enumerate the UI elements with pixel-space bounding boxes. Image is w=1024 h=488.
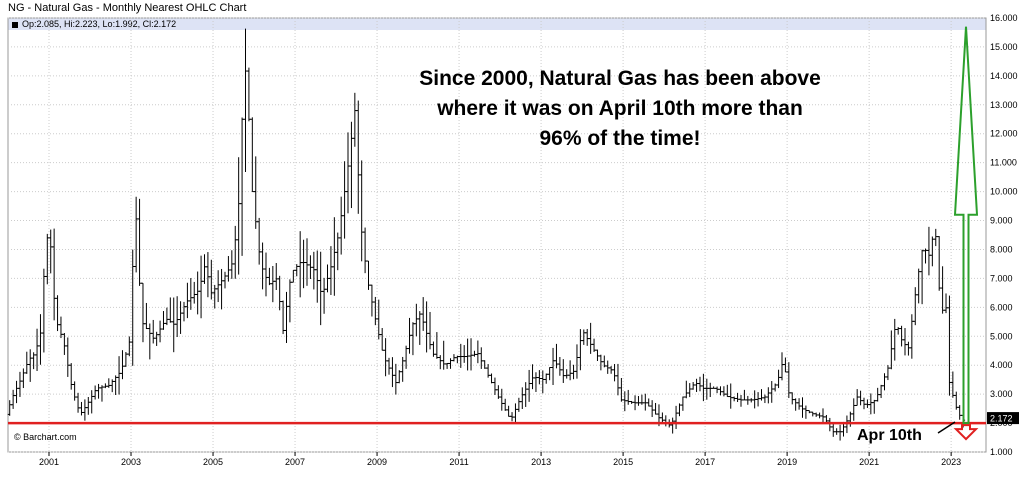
x-tick-label: 2017 bbox=[695, 457, 715, 467]
x-tick-label: 2003 bbox=[121, 457, 141, 467]
grid-lines bbox=[7, 17, 987, 453]
x-axis: 2001 2003 2005 2007 2009 2011 2013 2015 2017 2019… bbox=[39, 452, 961, 467]
y-tick-label: 14.000 bbox=[990, 71, 1018, 81]
x-tick-label: 2013 bbox=[531, 457, 551, 467]
y-tick-label: 7.000 bbox=[990, 273, 1013, 283]
x-tick-label: 2009 bbox=[367, 457, 387, 467]
y-tick-label: 13.000 bbox=[990, 100, 1018, 110]
barchart-credit: © Barchart.com bbox=[14, 432, 77, 442]
annotation-text: Since 2000, Natural Gas has been above w… bbox=[370, 64, 870, 154]
callout-pointer bbox=[937, 421, 956, 434]
ohlc-readout: Op:2.085, Hi:2.223, Lo:1.992, Cl:2.172 bbox=[12, 19, 176, 29]
y-axis: 1.0002.0003.0004.0005.0006.0007.0008.000… bbox=[990, 13, 1018, 457]
ohlc-readout-bar bbox=[8, 18, 986, 30]
annotation-line-3: 96% of the time! bbox=[539, 127, 701, 150]
arrow-group bbox=[937, 26, 979, 441]
y-tick-label: 12.000 bbox=[990, 129, 1018, 139]
last-price-box bbox=[987, 412, 1019, 425]
x-tick-label: 2011 bbox=[449, 457, 468, 467]
apr-10th-callout: Apr 10th bbox=[857, 427, 922, 444]
x-tick-label: 2023 bbox=[941, 457, 961, 467]
y-tick-label: 10.000 bbox=[990, 187, 1018, 197]
chart-title: NG - Natural Gas - Monthly Nearest OHLC … bbox=[8, 2, 247, 14]
down-arrow-icon bbox=[953, 424, 979, 441]
series-square-icon bbox=[12, 21, 18, 28]
last-price-group: 2.172 bbox=[987, 412, 1019, 425]
y-tick-label: 9.000 bbox=[990, 216, 1013, 226]
y-tick-label: 16.000 bbox=[990, 13, 1018, 23]
x-tick-label: 2001 bbox=[39, 457, 59, 467]
x-tick-label: 2015 bbox=[613, 457, 633, 467]
annotation-line-1: Since 2000, Natural Gas has been above bbox=[419, 67, 821, 90]
up-arrow-icon bbox=[953, 26, 979, 425]
ohlc-values: Op:2.085, Hi:2.223, Lo:1.992, Cl:2.172 bbox=[22, 19, 177, 29]
y-tick-label: 6.000 bbox=[990, 302, 1013, 312]
y-tick-label: 15.000 bbox=[990, 42, 1018, 52]
y-tick-label: 5.000 bbox=[990, 331, 1013, 341]
x-tick-label: 2019 bbox=[777, 457, 797, 467]
x-tick-label: 2021 bbox=[859, 457, 879, 467]
y-tick-label: 4.000 bbox=[990, 360, 1013, 370]
x-tick-label: 2005 bbox=[203, 457, 223, 467]
y-tick-label: 1.000 bbox=[990, 447, 1013, 457]
annotation-line-2: where it was on April 10th more than bbox=[437, 97, 803, 120]
x-tick-label: 2007 bbox=[285, 457, 305, 467]
y-tick-label: 3.000 bbox=[990, 389, 1013, 399]
last-price-label: 2.172 bbox=[990, 414, 1013, 424]
y-tick-label: 8.000 bbox=[990, 244, 1013, 254]
price-bars bbox=[7, 28, 966, 441]
y-tick-label: 11.000 bbox=[990, 158, 1017, 168]
